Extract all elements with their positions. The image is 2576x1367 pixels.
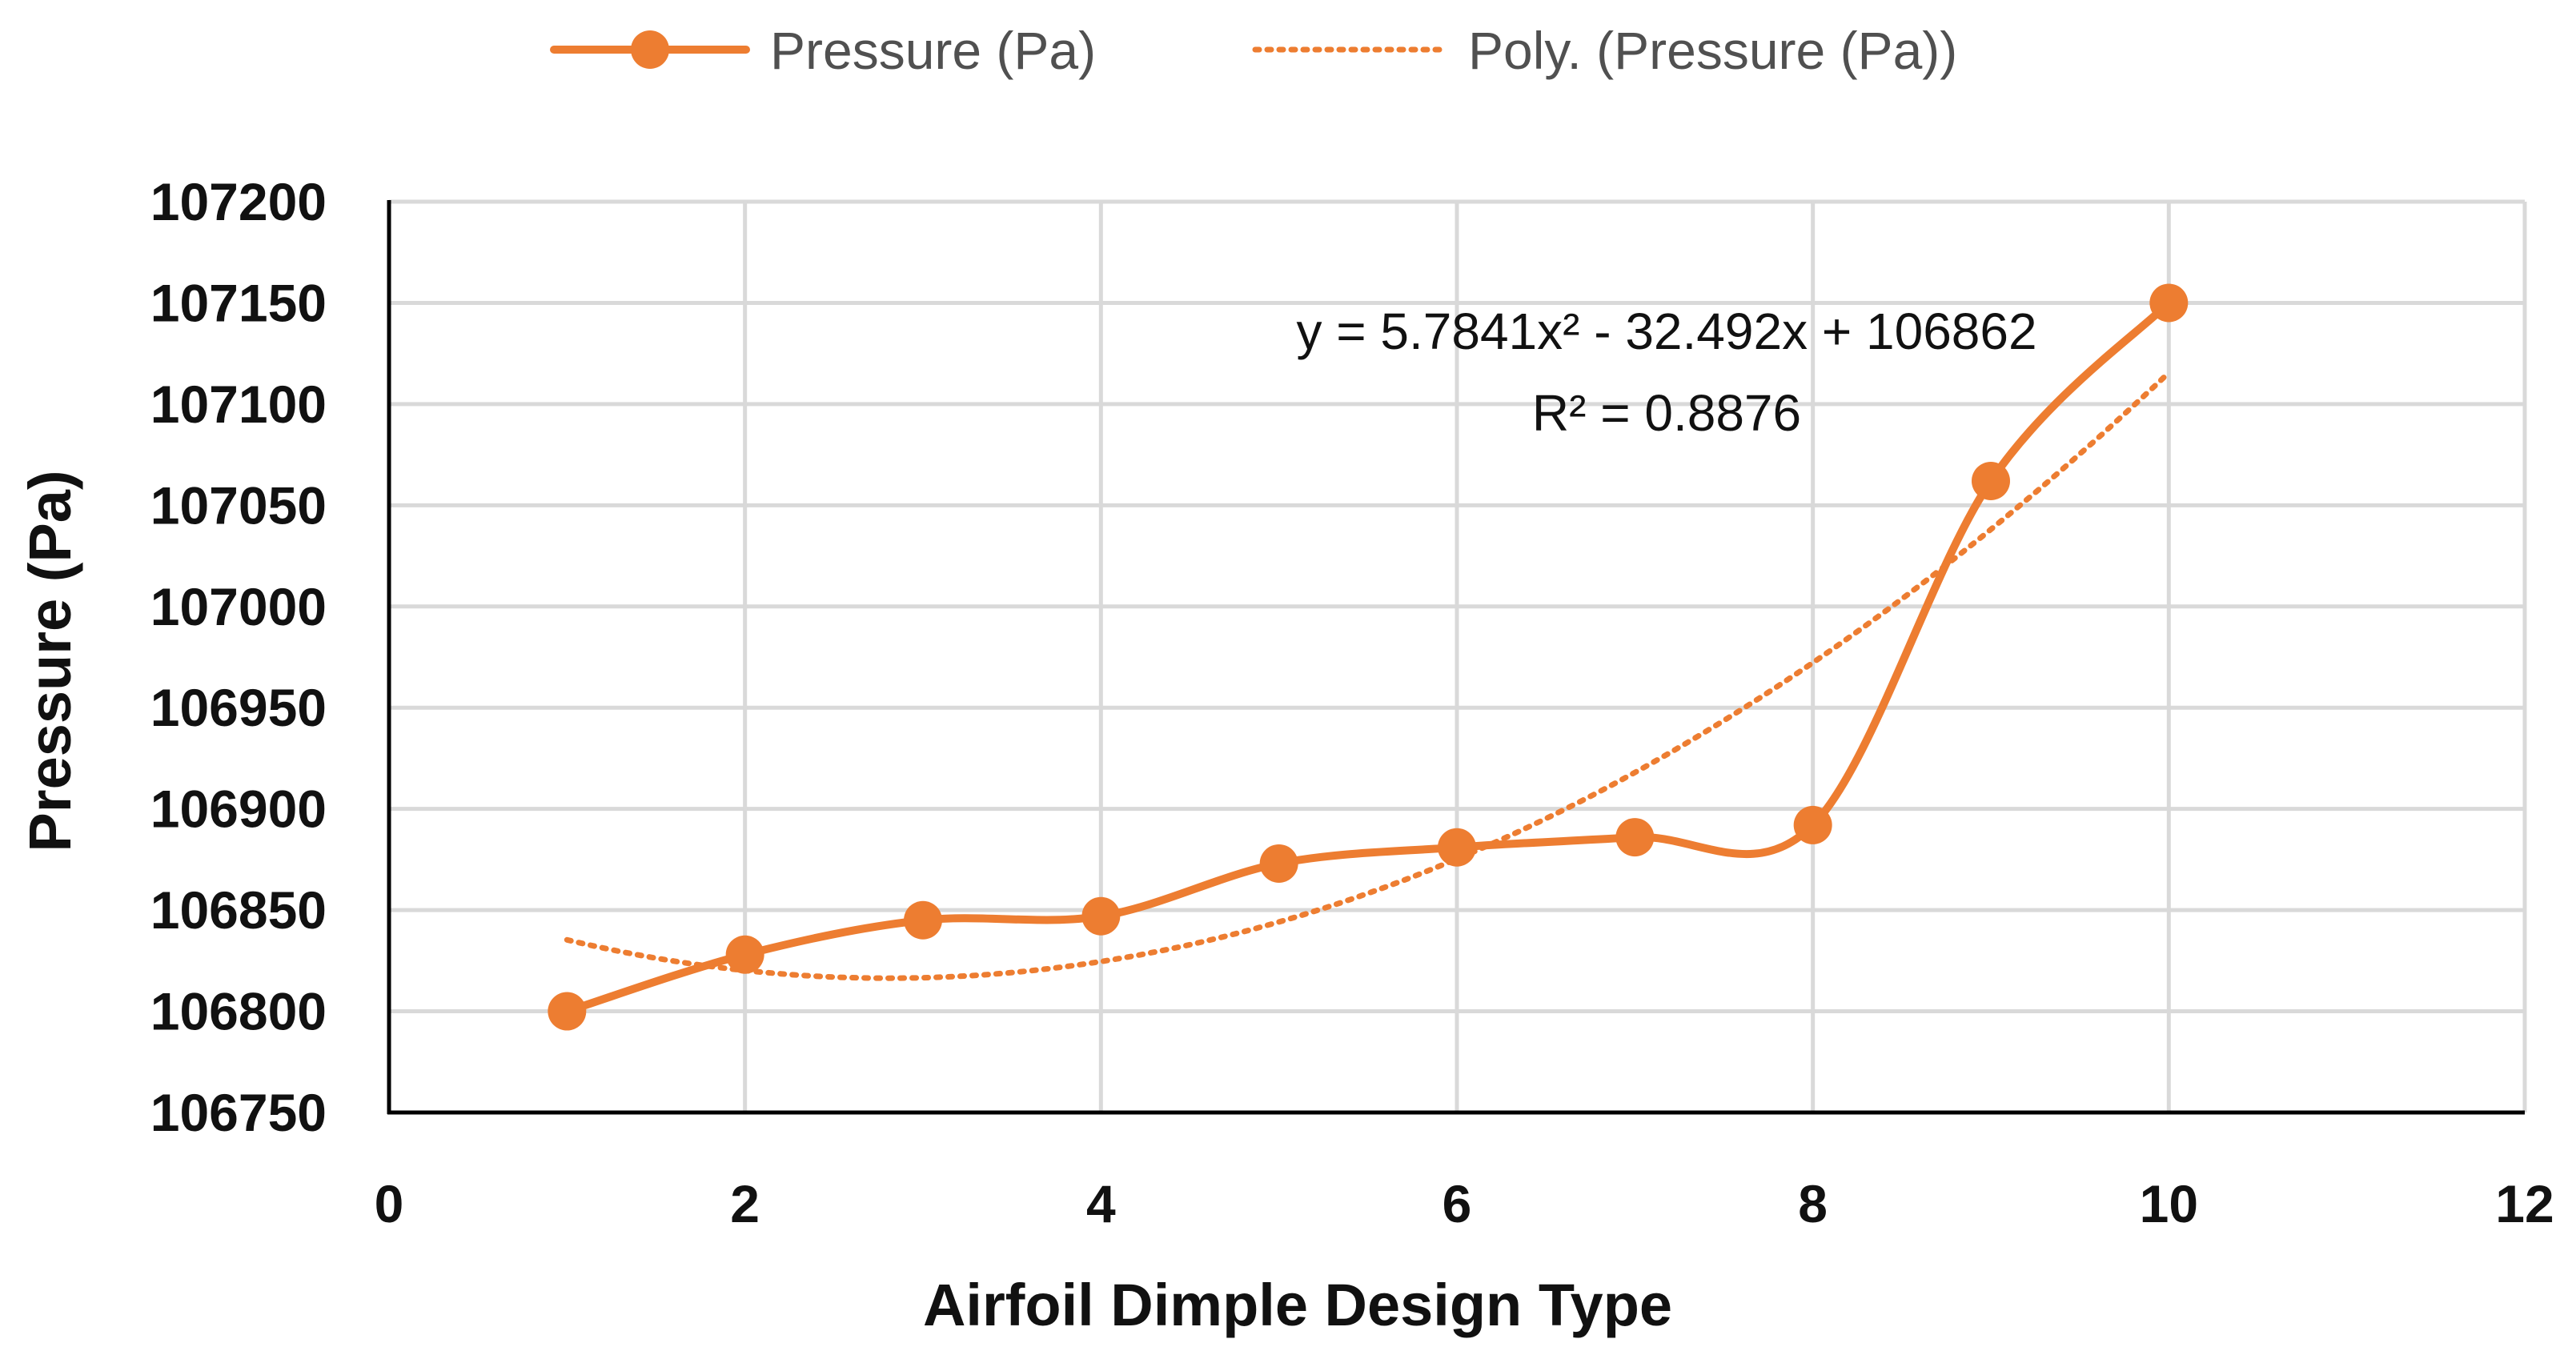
x-tick-label-10: 10: [2140, 1174, 2198, 1233]
axes: [387, 200, 2525, 1115]
trendline-layer: [564, 370, 2172, 981]
legend-trendline-label: Poly. (Pressure (Pa)): [1468, 21, 1957, 80]
series-line-pressure: [563, 299, 2173, 1016]
data-point-3: [904, 900, 942, 940]
trendline-path: [564, 370, 2172, 981]
x-tick-label-12: 12: [2495, 1174, 2554, 1233]
x-axis-title: Airfoil Dimple Design Type: [923, 1272, 1672, 1338]
equation-annotation: y = 5.7841x² - 32.492x + 106862: [1296, 303, 2036, 360]
y-tick-label-106900: 106900: [150, 780, 327, 839]
legend: Pressure (Pa) Poly. (Pressure (Pa)): [550, 21, 1957, 80]
y-tick-label-106950: 106950: [150, 678, 327, 737]
x-tick-label-6: 6: [1442, 1174, 1472, 1233]
y-tick-label-106800: 106800: [150, 982, 327, 1041]
data-point-1: [548, 992, 587, 1031]
data-point-4: [1081, 896, 1121, 936]
x-tick-label-2: 2: [730, 1174, 760, 1233]
x-tick-label-8: 8: [1798, 1174, 1828, 1233]
y-tick-label-106850: 106850: [150, 880, 327, 940]
data-point-2: [725, 935, 764, 974]
data-point-10: [2149, 283, 2189, 323]
legend-series-label: Pressure (Pa): [770, 21, 1096, 80]
series-layer: [548, 283, 2189, 1031]
gridlines: [389, 199, 2527, 1112]
x-tick-label-4: 4: [1086, 1174, 1116, 1233]
data-point-9: [1972, 461, 2010, 500]
data-point-8: [1793, 805, 1832, 844]
legend-series-marker: [631, 30, 669, 69]
y-tick-label-106750: 106750: [150, 1083, 327, 1142]
data-point-5: [1259, 844, 1298, 883]
data-point-7: [1615, 818, 1655, 857]
r-squared-annotation: R² = 0.8876: [1532, 384, 1801, 442]
y-tick-label-107150: 107150: [150, 273, 327, 332]
y-tick-label-107100: 107100: [150, 375, 327, 434]
y-axis-title: Pressure (Pa): [17, 470, 83, 852]
y-tick-label-107050: 107050: [150, 475, 327, 535]
data-point-6: [1438, 828, 1476, 867]
y-tick-label-107200: 107200: [150, 172, 327, 231]
y-tick-label-107000: 107000: [150, 577, 327, 636]
tick-labels: 106750 106800 106850 106900 106950 107000 1070…: [150, 172, 2554, 1233]
x-tick-label-0: 0: [375, 1174, 404, 1233]
